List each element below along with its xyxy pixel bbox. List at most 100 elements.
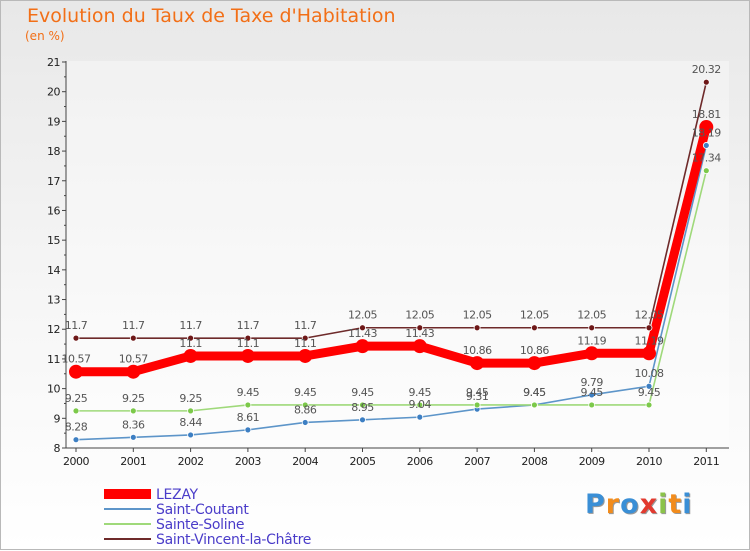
legend-label: LEZAY: [156, 487, 199, 503]
data-label: 12.05: [635, 309, 664, 322]
data-point: [470, 356, 485, 371]
legend-label: Sainte-Soline: [156, 517, 244, 533]
data-label: 11.7: [122, 319, 145, 332]
y-tick-label: 15: [47, 234, 60, 247]
data-label: 9.45: [638, 386, 661, 399]
data-label: 10.08: [635, 367, 664, 380]
data-point: [301, 401, 309, 409]
series-line-lezay: [71, 122, 711, 377]
data-point: [240, 348, 255, 363]
data-label: 9.04: [409, 398, 432, 411]
data-label: 9.45: [237, 386, 260, 399]
y-tick-label: 20: [47, 86, 60, 99]
y-tick-label: 18: [47, 145, 60, 158]
plot-area: [66, 61, 729, 448]
data-label: 9.45: [409, 386, 432, 399]
data-label: 8.95: [351, 401, 374, 414]
data-point: [645, 401, 653, 409]
data-label: 9.45: [294, 386, 317, 399]
data-point: [588, 401, 596, 409]
data-point: [301, 419, 309, 426]
data-point: [129, 334, 137, 342]
data-point: [588, 324, 596, 332]
data-point: [244, 401, 252, 409]
y-tick-label: 13: [47, 294, 60, 307]
logo-letter: x: [639, 489, 659, 520]
data-point: [359, 401, 366, 409]
x-tick-label: 2008: [521, 455, 547, 468]
data-label: 9.25: [179, 392, 202, 405]
data-label: 9.45: [466, 386, 489, 399]
x-tick-label: 2001: [120, 455, 146, 468]
data-label: 12.05: [577, 309, 606, 322]
data-point: [244, 334, 252, 342]
data-point: [359, 324, 366, 332]
data-label: 9.45: [523, 386, 546, 399]
data-point: [129, 407, 137, 415]
data-point: [244, 426, 252, 434]
y-tick-label: 8: [54, 442, 61, 455]
y-tick-label: 14: [47, 264, 60, 277]
data-point: [72, 407, 80, 415]
data-point: [642, 346, 656, 361]
data-label: 18.19: [692, 126, 721, 139]
chart-title: Evolution du Taux de Taxe d'Habitation: [27, 5, 396, 27]
data-point: [359, 416, 366, 424]
data-point: [699, 120, 714, 135]
data-label: 8.86: [294, 403, 317, 416]
data-label: 11.19: [577, 334, 606, 347]
data-point: [298, 348, 313, 363]
unit-label: (en %): [25, 29, 65, 43]
x-tick-label: 2009: [579, 455, 605, 468]
data-point: [183, 348, 198, 363]
data-label: 10.86: [520, 344, 549, 357]
legend-label: Saint-Coutant: [156, 502, 249, 518]
data-label: 9.25: [122, 392, 145, 405]
data-label: 9.45: [523, 386, 546, 399]
logo-letter: o: [620, 489, 640, 520]
y-tick-label: 19: [47, 115, 60, 128]
data-label: 9.79: [580, 376, 603, 389]
x-tick-label: 2004: [292, 455, 318, 468]
data-point: [416, 401, 424, 409]
data-point: [702, 167, 710, 175]
data-point: [645, 324, 653, 332]
data-point: [412, 339, 427, 354]
data-point: [416, 413, 424, 421]
data-label: 11.1: [294, 337, 317, 350]
logo-letter: t: [668, 489, 683, 520]
data-point: [588, 391, 596, 399]
data-point: [129, 433, 137, 441]
series-line-sainte-soline: [75, 169, 708, 412]
y-tick-label: 17: [47, 175, 60, 188]
y-tick-label: 12: [47, 323, 60, 336]
data-label: 20.32: [692, 63, 721, 76]
data-point: [187, 431, 195, 439]
data-point: [473, 324, 481, 332]
data-point: [531, 401, 538, 409]
data-point: [645, 382, 653, 390]
data-point: [126, 364, 141, 379]
data-label: 12.05: [463, 309, 492, 322]
data-label: 10.57: [119, 353, 148, 366]
data-label: 9.45: [580, 386, 603, 399]
data-point: [702, 142, 710, 149]
x-tick-label: 2006: [407, 455, 433, 468]
x-tick-label: 2005: [350, 455, 376, 468]
data-label: 10.86: [463, 344, 492, 357]
proxiti-logo: Proxiti: [585, 489, 693, 520]
x-tick-label: 2003: [235, 455, 261, 468]
data-label: 9.45: [351, 386, 374, 399]
data-label: 8.28: [65, 421, 88, 434]
logo-letter: r: [605, 489, 621, 520]
y-tick-label: 16: [47, 204, 60, 217]
data-point: [702, 78, 710, 86]
x-tick-label: 2002: [178, 455, 204, 468]
data-label: 11.1: [237, 337, 260, 350]
data-point: [72, 334, 80, 342]
y-tick-label: 11: [47, 353, 60, 366]
data-label: 11.7: [179, 319, 202, 332]
data-label: 11.7: [65, 319, 88, 332]
x-tick-label: 2000: [63, 455, 89, 468]
